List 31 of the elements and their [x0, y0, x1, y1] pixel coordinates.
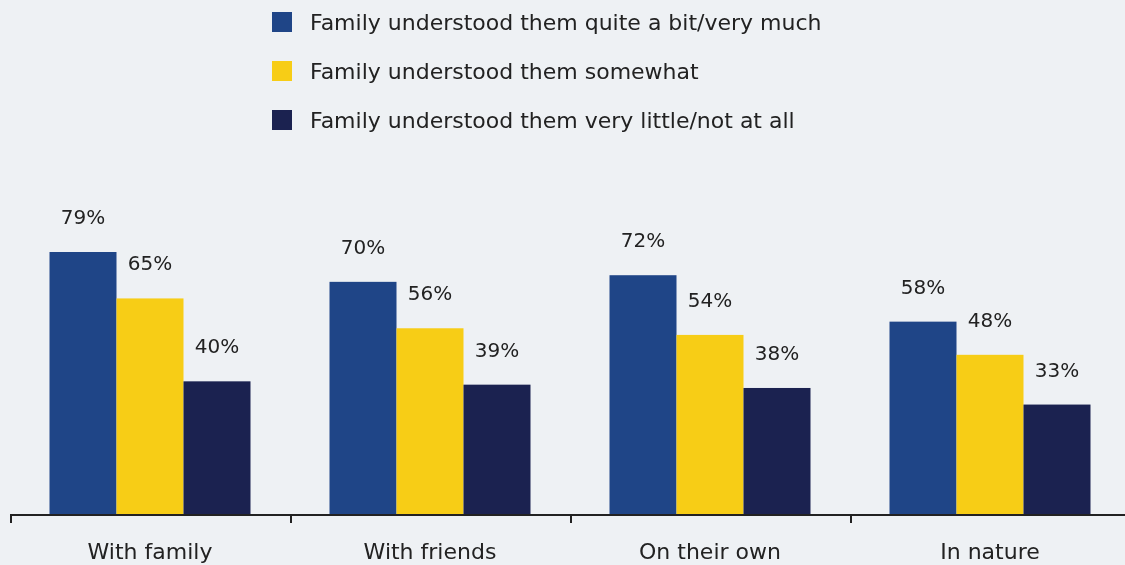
x-tick-label: With family	[87, 539, 213, 564]
legend-label: Family understood them somewhat	[310, 59, 700, 84]
data-label: 40%	[194, 334, 240, 359]
data-label: 33%	[1034, 357, 1080, 382]
x-tick-label: With friends	[363, 539, 497, 564]
data-label: 70%	[340, 234, 386, 259]
bar	[889, 321, 957, 514]
bar	[183, 381, 251, 514]
data-label: 65%	[127, 251, 173, 276]
legend-label: Family understood them quite a bit/very much	[310, 10, 822, 35]
data-label: 79%	[60, 205, 106, 229]
bar	[676, 334, 744, 514]
bar	[743, 387, 811, 514]
bar	[463, 384, 531, 514]
bar	[956, 354, 1024, 514]
data-label: 38%	[754, 340, 800, 365]
bar	[49, 252, 117, 514]
legend-label: Family understood them very little/not at all	[310, 108, 795, 133]
data-label: 54%	[687, 287, 733, 312]
data-label: 48%	[967, 307, 1013, 332]
bar	[1023, 404, 1091, 514]
bar	[329, 281, 397, 514]
data-label: 56%	[407, 281, 453, 306]
bar	[396, 328, 464, 514]
x-tick-label: In nature	[940, 539, 1040, 564]
x-tick-label: On their own	[639, 539, 781, 564]
bar	[609, 275, 677, 514]
data-label: 72%	[620, 228, 666, 253]
data-label: 58%	[900, 274, 946, 299]
data-label: 39%	[474, 337, 520, 362]
bar	[116, 298, 184, 514]
